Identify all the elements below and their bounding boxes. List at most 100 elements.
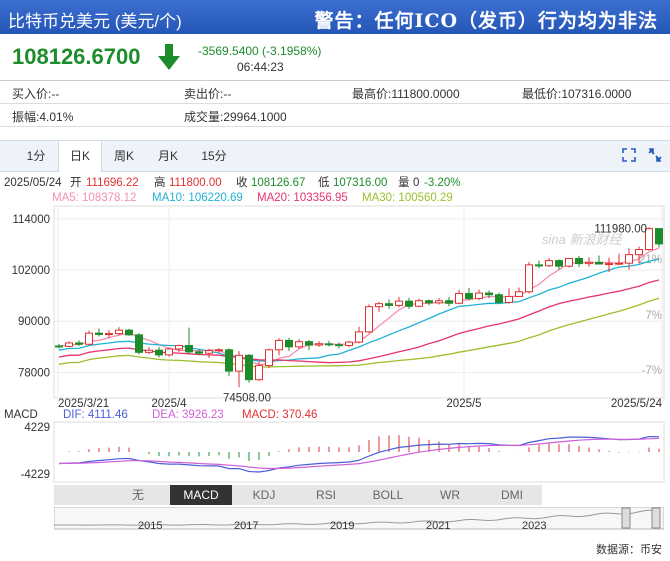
candle-body — [335, 344, 343, 347]
timeline-label: 2015 — [138, 520, 162, 532]
candle-body — [465, 292, 473, 300]
candle-body — [85, 332, 93, 345]
low-value: 107316.00 — [333, 177, 387, 189]
close-label: 收 — [236, 175, 248, 189]
timeline-navigator[interactable]: 2015 2017 2019 2021 2023 — [54, 507, 664, 539]
low-price: 最低价:107316.0000 — [522, 87, 632, 101]
candle-body — [595, 261, 603, 265]
ma30-line — [58, 297, 660, 368]
y-tick-label: 114000 — [12, 214, 50, 226]
sina-watermark: sina 新浪财经 — [542, 232, 623, 247]
candle-body — [245, 354, 253, 381]
tab-weekly[interactable]: 周K — [113, 149, 134, 163]
y-tick-label: 102000 — [12, 265, 50, 277]
candle-body — [575, 257, 583, 265]
candle-body — [475, 292, 483, 300]
plot-frame — [53, 205, 665, 399]
candle-body — [375, 303, 383, 308]
tab-1min[interactable]: 1分 — [26, 149, 46, 163]
x-tick-label: 2025/5/24 — [611, 398, 663, 410]
vol-label: 量 — [398, 176, 410, 189]
candle-body — [635, 249, 643, 256]
indicator-tabs: 无 MACD KDJ RSI BOLL WR DMI — [54, 485, 542, 505]
candle-body — [345, 341, 353, 347]
candle-body — [265, 349, 273, 367]
timeline-label: 2023 — [522, 520, 546, 532]
indicator-boll[interactable]: BOLL — [372, 488, 404, 502]
candle-body — [95, 332, 103, 335]
header-bar: 比特币兑美元 (美元/个) 警告：任何ICO（发币）行为均为非法 — [0, 0, 670, 34]
timeline-label: 2017 — [234, 520, 258, 532]
dif-line — [58, 435, 660, 473]
candle-body — [115, 329, 123, 335]
y-tick-label: 78000 — [18, 367, 50, 379]
kline-chart: 2025/05/24 开 111696.22 高 111800.00 收 108… — [4, 175, 665, 483]
candle-body — [285, 339, 293, 348]
candle-body — [305, 341, 313, 346]
candle-body — [455, 292, 463, 304]
pct-tick-label: 7% — [645, 310, 662, 322]
candle-body — [395, 300, 403, 306]
tab-daily[interactable]: 日K — [58, 141, 102, 172]
indicator-kdj[interactable]: KDJ — [252, 488, 276, 502]
close-value: 108126.67 — [251, 177, 305, 189]
price-change: -3569.5400 (-3.1958%) — [198, 44, 322, 58]
candle-body — [55, 345, 63, 348]
data-source: 数据源：币安 — [596, 544, 662, 556]
down-arrow-icon — [158, 44, 180, 70]
candle-body — [525, 264, 533, 293]
candle-body — [625, 254, 633, 264]
candle-body — [165, 348, 173, 356]
timeline-label: 2019 — [330, 520, 354, 532]
indicator-none[interactable]: 无 — [131, 488, 144, 502]
candle-body — [235, 354, 243, 372]
candle-body — [125, 329, 133, 336]
info-row: 买入价:-- 卖出价:-- 最高价:111800.0000 最低价:107316… — [0, 81, 670, 104]
candle-body — [185, 345, 193, 353]
current-price: 108126.6700 — [12, 44, 141, 69]
ma5-legend: MA5: 108378.12 — [52, 192, 136, 204]
candle-body — [535, 264, 543, 267]
candle-body — [605, 263, 613, 266]
high-price: 最高价:111800.0000 — [352, 87, 460, 101]
indicator-macd[interactable]: MACD — [170, 485, 232, 505]
ask-price: 卖出价:-- — [184, 87, 232, 101]
candle-body — [485, 292, 493, 296]
vol-value: 0 — [413, 177, 419, 189]
candle-body — [385, 303, 393, 306]
open-label: 开 — [70, 177, 82, 189]
indicator-dmi[interactable]: DMI — [501, 488, 523, 502]
expand-icon[interactable] — [648, 148, 662, 162]
tab-monthly[interactable]: 月K — [157, 149, 178, 163]
candle-body — [255, 365, 263, 381]
indicator-rsi[interactable]: RSI — [315, 488, 336, 502]
candle-body — [135, 334, 143, 353]
candle-body — [275, 339, 283, 351]
warning-banner: 警告：任何ICO（发币）行为均为非法 — [314, 10, 658, 32]
fullscreen-icon[interactable] — [622, 148, 636, 162]
macd-frame — [53, 421, 665, 483]
chart-legend: 2025/05/24 开 111696.22 高 111800.00 收 108… — [4, 175, 460, 421]
range-handle-right[interactable] — [651, 507, 661, 529]
macd-tick-label: -4229 — [21, 469, 50, 481]
candle-body — [585, 261, 593, 265]
candle-body — [355, 331, 363, 343]
candle-body — [405, 300, 413, 307]
page-title: 比特币兑美元 (美元/个) — [8, 12, 182, 31]
candle-body — [175, 345, 183, 350]
timeline-label: 2021 — [426, 520, 450, 532]
tab-15min[interactable]: 15分 — [201, 149, 227, 163]
candle-body — [615, 262, 623, 265]
candle-body — [155, 349, 163, 356]
candle-body — [215, 349, 223, 352]
ma30-legend: MA30: 100560.29 — [362, 192, 453, 204]
candle-body — [505, 295, 513, 303]
candle-body — [425, 300, 433, 304]
indicator-wr[interactable]: WR — [440, 488, 460, 502]
bid-price: 买入价:-- — [12, 87, 60, 101]
dea-legend: DEA: 3926.23 — [152, 409, 224, 421]
range-handle-left[interactable] — [621, 507, 631, 529]
x-tick-label: 2025/5 — [446, 398, 481, 410]
pct-tick-label: -7% — [642, 365, 662, 377]
quote-time: 06:44:23 — [237, 60, 284, 74]
